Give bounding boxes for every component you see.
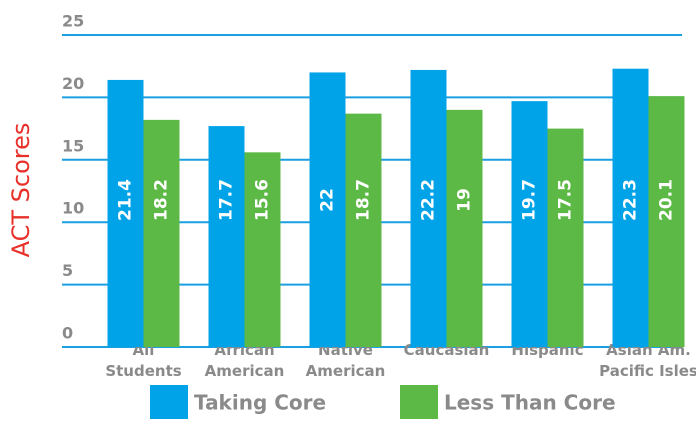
bar xyxy=(309,72,346,347)
legend-label: Less Than Core xyxy=(444,391,616,415)
value-label: 22.2 xyxy=(419,179,439,221)
value-label: 22.3 xyxy=(621,179,641,221)
y-tick-label: 15 xyxy=(62,136,84,155)
legend-swatch xyxy=(400,385,438,419)
bar xyxy=(612,68,649,348)
bar xyxy=(446,109,483,347)
y-tick-label: 20 xyxy=(62,74,84,93)
value-label: 20.1 xyxy=(657,179,677,221)
bar xyxy=(244,152,281,347)
y-tick-label: 0 xyxy=(62,324,73,343)
bar xyxy=(345,113,382,348)
value-label: 17.7 xyxy=(217,179,237,221)
bar xyxy=(107,79,144,347)
y-axis-title: ACT Scores xyxy=(7,123,35,258)
value-label: 19.7 xyxy=(520,179,540,221)
bar xyxy=(410,69,447,347)
value-label: 18.7 xyxy=(354,179,374,221)
legend-label: Taking Core xyxy=(194,391,326,415)
value-label: 19 xyxy=(455,188,475,212)
value-label: 17.5 xyxy=(556,179,576,221)
y-tick-label: 25 xyxy=(62,12,84,31)
value-label: 22 xyxy=(318,188,338,212)
legend-swatch xyxy=(150,385,188,419)
value-label: 21.4 xyxy=(116,179,136,221)
value-label: 18.2 xyxy=(152,179,172,221)
bar xyxy=(143,119,180,347)
y-tick-label: 5 xyxy=(62,261,73,280)
bar xyxy=(648,96,685,347)
bar xyxy=(511,101,548,347)
bar xyxy=(208,126,245,347)
bar xyxy=(547,128,584,347)
y-tick-label: 10 xyxy=(62,199,84,218)
value-label: 15.6 xyxy=(253,179,273,221)
